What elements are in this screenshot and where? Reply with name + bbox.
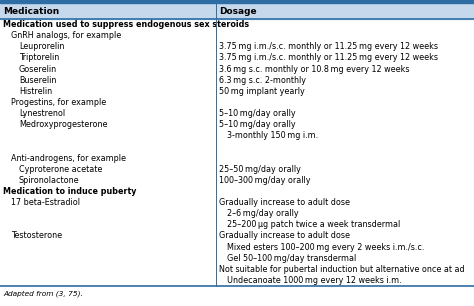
Text: 5–10 mg/day orally: 5–10 mg/day orally	[219, 109, 295, 118]
Text: Cyproterone acetate: Cyproterone acetate	[19, 165, 102, 174]
Text: Undecanoate 1000 mg every 12 weeks i.m.: Undecanoate 1000 mg every 12 weeks i.m.	[227, 276, 401, 285]
Bar	[0, 3, 474, 19]
Text: 3.75 mg i.m./s.c. monthly or 11.25 mg every 12 weeks: 3.75 mg i.m./s.c. monthly or 11.25 mg ev…	[219, 54, 438, 62]
Text: Gel 50–100 mg/day transdermal: Gel 50–100 mg/day transdermal	[227, 254, 356, 263]
Text: Leuprorelin: Leuprorelin	[19, 42, 64, 51]
Text: 50 mg implant yearly: 50 mg implant yearly	[219, 87, 304, 96]
Text: Testosterone: Testosterone	[11, 231, 62, 241]
Text: 3.75 mg i.m./s.c. monthly or 11.25 mg every 12 weeks: 3.75 mg i.m./s.c. monthly or 11.25 mg ev…	[219, 42, 438, 51]
Text: Spironolactone: Spironolactone	[19, 176, 80, 185]
Text: 17 beta-Estradiol: 17 beta-Estradiol	[11, 198, 80, 207]
Text: Not suitable for pubertal induction but alternative once at ad: Not suitable for pubertal induction but …	[219, 265, 465, 274]
Text: Medication: Medication	[3, 6, 59, 16]
Text: Lynestrenol: Lynestrenol	[19, 109, 65, 118]
Text: Medroxyprogesterone: Medroxyprogesterone	[19, 120, 108, 129]
Text: Adapted from (3, 75).: Adapted from (3, 75).	[3, 291, 83, 297]
Text: Histrelin: Histrelin	[19, 87, 52, 96]
Text: Anti-androgens, for example: Anti-androgens, for example	[11, 154, 126, 162]
Text: 6.3 mg s.c. 2-monthly: 6.3 mg s.c. 2-monthly	[219, 76, 306, 85]
Text: Medication to induce puberty: Medication to induce puberty	[3, 187, 137, 196]
Text: 5–10 mg/day orally: 5–10 mg/day orally	[219, 120, 295, 129]
Text: Buserelin: Buserelin	[19, 76, 56, 85]
Text: Progestins, for example: Progestins, for example	[11, 98, 106, 107]
Text: Dosage: Dosage	[219, 6, 256, 16]
Text: 3-monthly 150 mg i.m.: 3-monthly 150 mg i.m.	[227, 131, 318, 140]
Text: 3.6 mg s.c. monthly or 10.8 mg every 12 weeks: 3.6 mg s.c. monthly or 10.8 mg every 12 …	[219, 65, 409, 73]
Bar	[0, 0, 474, 3]
Text: 100–300 mg/day orally: 100–300 mg/day orally	[219, 176, 310, 185]
Text: 25–200 μg patch twice a week transdermal: 25–200 μg patch twice a week transdermal	[227, 220, 400, 229]
Text: Goserelin: Goserelin	[19, 65, 57, 73]
Text: GnRH analogs, for example: GnRH analogs, for example	[11, 31, 121, 40]
Text: Triptorelin: Triptorelin	[19, 54, 59, 62]
Text: Gradually increase to adult dose: Gradually increase to adult dose	[219, 231, 350, 241]
Text: 2–6 mg/day orally: 2–6 mg/day orally	[227, 209, 298, 218]
Text: Gradually increase to adult dose: Gradually increase to adult dose	[219, 198, 350, 207]
Text: Medication used to suppress endogenous sex steroids: Medication used to suppress endogenous s…	[3, 20, 249, 29]
Text: Mixed esters 100–200 mg every 2 weeks i.m./s.c.: Mixed esters 100–200 mg every 2 weeks i.…	[227, 243, 424, 252]
Text: 25–50 mg/day orally: 25–50 mg/day orally	[219, 165, 301, 174]
